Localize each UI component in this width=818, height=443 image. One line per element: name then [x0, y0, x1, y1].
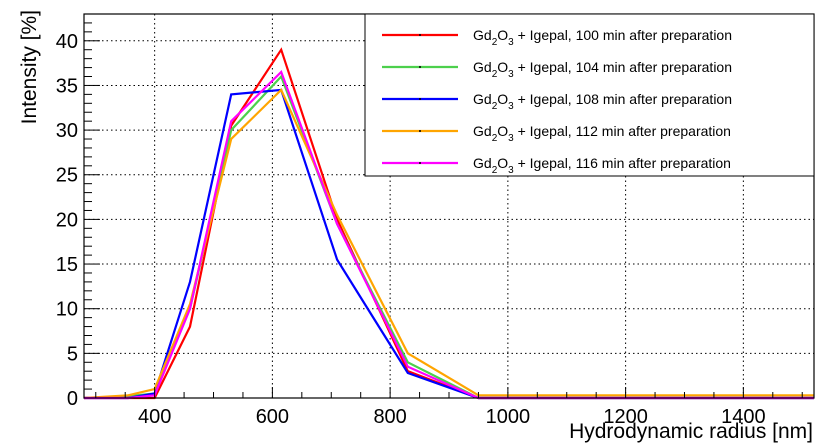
legend-marker [419, 162, 421, 164]
y-tick-label: 20 [56, 209, 78, 231]
legend-marker [419, 130, 421, 132]
y-tick-label: 30 [56, 120, 78, 142]
x-axis-title: Hydrodynamic radius [nm] [569, 420, 813, 443]
legend-label: Gd2O3 + Igepal, 104 min after preparatio… [473, 59, 732, 80]
y-tick-label: 10 [56, 299, 78, 321]
series-line-5 [84, 70, 814, 400]
y-axis-title: Intensity [%] [18, 10, 41, 124]
y-tick-label: 25 [56, 165, 78, 187]
y-tick-label: 0 [67, 388, 78, 410]
x-tick-label: 1000 [486, 406, 531, 428]
y-tick-label: 5 [67, 343, 78, 365]
tick-labels: 400 600 800 1000 1200 1400 0 5 10 15 20 25 30 35 40 [56, 31, 766, 428]
y-tick-label: 40 [56, 31, 78, 53]
legend-marker [419, 34, 421, 36]
series-lines [83, 47, 814, 400]
legend-label: Gd2O3 + Igepal, 108 min after preparatio… [473, 91, 732, 112]
legend-label: Gd2O3 + Igepal, 116 min after preparatio… [473, 155, 731, 176]
legend-label: Gd2O3 + Igepal, 100 min after preparatio… [473, 27, 732, 48]
series-line-4 [83, 88, 814, 400]
y-tick-label: 35 [56, 75, 78, 97]
x-tick-label: 400 [138, 406, 171, 428]
legend-label: Gd2O3 + Igepal, 112 min after preparatio… [473, 123, 731, 144]
axis-ticks [84, 22, 803, 399]
y-tick-label: 15 [56, 254, 78, 276]
x-tick-label: 800 [373, 406, 406, 428]
legend-box [364, 13, 815, 177]
x-tick-label: 1400 [721, 406, 766, 428]
legend-marker [419, 98, 421, 100]
x-tick-label: 600 [256, 406, 289, 428]
legend: Gd2O3 + Igepal, 100 min after preparatio… [364, 13, 815, 177]
x-tick-label: 1200 [603, 406, 648, 428]
legend-marker [419, 66, 421, 68]
